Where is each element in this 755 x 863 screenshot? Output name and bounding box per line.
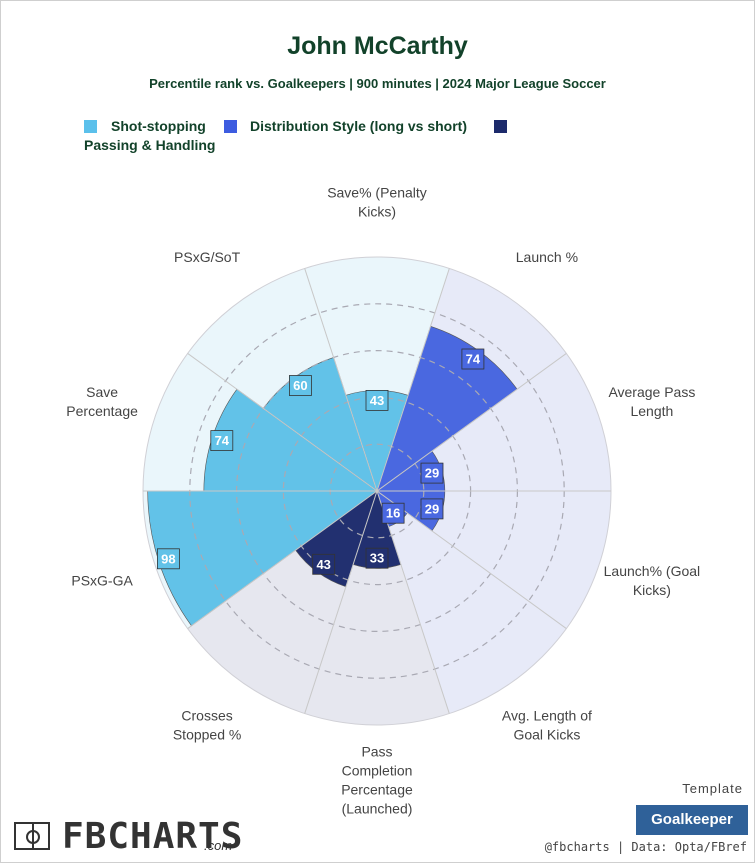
value-box xyxy=(288,375,312,396)
value-text: 29 xyxy=(425,501,439,516)
template-badge: Goalkeeper xyxy=(636,805,748,835)
value-label-pass-completion-percentage-launched: 33 xyxy=(365,547,389,569)
value-text: 33 xyxy=(370,551,384,566)
axis-label-launch: Launch % xyxy=(516,249,578,265)
value-label-psxg-ga: 98 xyxy=(156,548,180,570)
value-text: 74 xyxy=(215,433,230,448)
value-text: 29 xyxy=(425,466,439,481)
value-label-launch-goal-kicks: 29 xyxy=(420,498,444,520)
spoke-line xyxy=(376,490,450,714)
value-box xyxy=(365,389,389,411)
legend-label-shot-stopping: Shot-stopping xyxy=(111,118,206,134)
template-label: Template xyxy=(682,781,743,796)
legend-label-distribution: Distribution Style (long vs short) xyxy=(250,118,468,134)
axis-label-psxg-sot: PSxG/SoT xyxy=(174,249,241,265)
value-box xyxy=(381,502,405,524)
value-label-save-penalty-kicks: 43 xyxy=(365,389,389,411)
chart-title: John McCarthy xyxy=(287,32,468,60)
value-label-avg-length-of-goal-kicks: 16 xyxy=(381,502,405,524)
value-box xyxy=(461,348,485,370)
value-box xyxy=(312,553,336,575)
spoke-line xyxy=(376,490,567,629)
legend-swatch-shot-stopping xyxy=(84,120,97,133)
sector-bg-avg-length-of-goal-kicks xyxy=(377,491,567,714)
value-text: 43 xyxy=(316,557,330,572)
legend-swatch-distribution xyxy=(224,120,237,133)
axis-label-save-percentage: Save Percentage xyxy=(66,384,138,419)
sector-bg-save-penalty-kicks xyxy=(304,256,450,491)
data-credit: @fbcharts | Data: Opta/FBref xyxy=(544,840,747,854)
value-box xyxy=(156,548,180,570)
axis-label-average-pass-length: Average Pass Length xyxy=(608,384,695,419)
axis-label-pass-completion-percentage-launched: Pass Completion Percentage (Launched) xyxy=(341,744,413,817)
spoke-line xyxy=(376,353,567,492)
value-text: 16 xyxy=(386,506,400,521)
value-text: 74 xyxy=(466,352,481,367)
chart-subtitle: Percentile rank vs. Goalkeepers | 900 mi… xyxy=(149,76,606,91)
spoke-line xyxy=(187,353,378,492)
sector-bg-pass-completion-percentage-launched xyxy=(304,491,450,726)
value-box xyxy=(210,430,234,452)
value-text: 60 xyxy=(293,378,307,393)
value-label-crosses-stopped: 43 xyxy=(312,553,336,575)
value-box xyxy=(420,462,444,484)
axis-label-psxg-ga: PSxG-GA xyxy=(71,572,133,588)
axis-label-launch-goal-kicks: Launch% (Goal Kicks) xyxy=(604,563,701,598)
logo-text: FBCHARTS xyxy=(62,816,244,857)
logo-suffix: .com xyxy=(204,838,233,853)
spoke-line xyxy=(187,490,378,629)
spoke-line xyxy=(304,490,378,714)
legend-label-passing: Passing & Handling xyxy=(84,137,216,153)
spoke-line xyxy=(304,268,378,492)
value-label-launch: 74 xyxy=(461,348,485,370)
spoke-line xyxy=(376,268,450,492)
fbcharts-logo: FBCHARTS .com xyxy=(14,816,254,858)
pitch-icon xyxy=(14,822,50,850)
axis-label-save-penalty-kicks: Save% (Penalty Kicks) xyxy=(327,185,427,220)
value-text: 98 xyxy=(161,551,175,566)
legend-swatch-passing xyxy=(494,120,507,133)
value-box xyxy=(420,498,444,520)
value-box xyxy=(365,547,389,569)
value-label-average-pass-length: 29 xyxy=(420,462,444,484)
axis-label-avg-length-of-goal-kicks: Avg. Length of Goal Kicks xyxy=(502,707,592,742)
value-text: 43 xyxy=(370,393,384,408)
value-label-psxg-sot: 60 xyxy=(288,375,312,396)
axis-label-crosses-stopped: Crosses Stopped % xyxy=(173,707,242,742)
value-label-save-percentage: 74 xyxy=(210,430,234,452)
